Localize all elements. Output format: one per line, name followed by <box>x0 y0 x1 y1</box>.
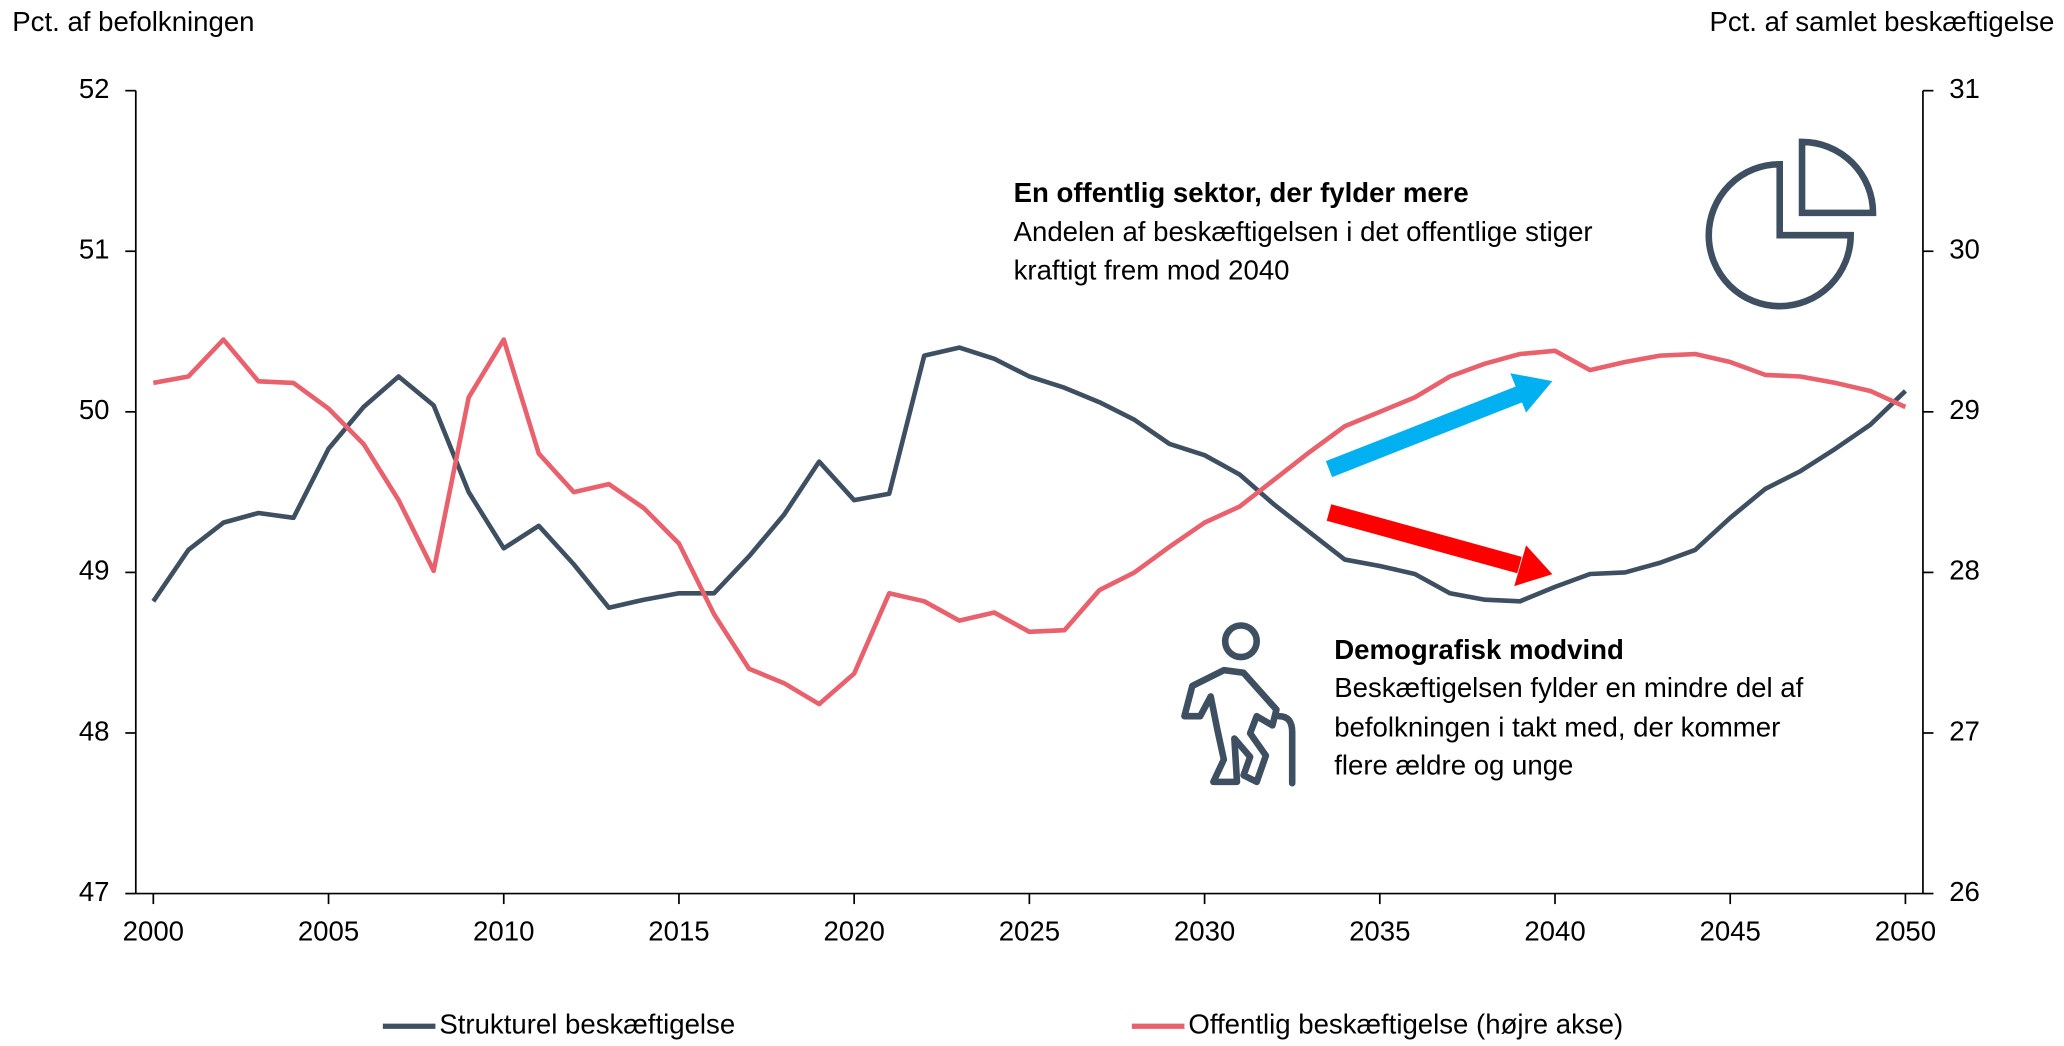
y2-tick-label: 29 <box>1949 394 1980 425</box>
annotation-title: Demografisk modvind <box>1334 634 1624 665</box>
annotation-text: Beskæftigelsen fylder en mindre del af <box>1334 672 1803 703</box>
y2-axis-title: Pct. af samlet beskæftigelse <box>1709 6 2054 37</box>
annotation-text: Andelen af beskæftigelsen i det offentli… <box>1014 216 1593 247</box>
y2-tick-label: 26 <box>1949 876 1980 907</box>
line-series <box>151 345 1908 611</box>
legend-label: Strukturel beskæftigelse <box>439 1009 735 1040</box>
pie-icon <box>1705 138 1877 310</box>
y2-tick-label: 31 <box>1949 73 1980 104</box>
arrow-up <box>1325 373 1553 478</box>
arrow-down <box>1326 504 1553 587</box>
x-tick-label: 2025 <box>999 915 1060 946</box>
person-icon <box>1181 622 1296 787</box>
y-tick-label: 52 <box>79 73 110 104</box>
x-tick-label: 2015 <box>648 915 709 946</box>
x-tick-label: 2030 <box>1174 915 1235 946</box>
x-tick-label: 2045 <box>1700 915 1761 946</box>
y-tick-label: 50 <box>79 394 110 425</box>
x-tick-label: 2020 <box>823 915 884 946</box>
x-tick-label: 2050 <box>1875 915 1936 946</box>
annotation-text: kraftigt frem mod 2040 <box>1014 254 1290 285</box>
legend-label: Offentlig beskæftigelse (højre akse) <box>1188 1009 1623 1040</box>
x-tick-label: 2035 <box>1349 915 1410 946</box>
y-axis-title: Pct. af befolkningen <box>12 6 254 37</box>
x-tick-label: 2005 <box>298 915 359 946</box>
x-tick-label: 2010 <box>473 915 534 946</box>
y-tick-label: 51 <box>79 234 110 265</box>
y-tick-label: 47 <box>79 876 110 907</box>
x-tick-label: 2000 <box>123 915 184 946</box>
y2-tick-label: 28 <box>1949 555 1980 586</box>
y2-tick-label: 30 <box>1949 234 1980 265</box>
annotation-text: befolkningen i takt med, der kommer <box>1334 712 1780 743</box>
annotation-title: En offentlig sektor, der fylder mere <box>1014 177 1469 208</box>
x-tick-label: 2040 <box>1524 915 1585 946</box>
annotation-text: flere ældre og unge <box>1334 750 1573 781</box>
y2-tick-label: 27 <box>1949 715 1980 746</box>
y-tick-label: 48 <box>79 715 110 746</box>
line-series <box>152 337 1907 707</box>
y-tick-label: 49 <box>79 555 110 586</box>
